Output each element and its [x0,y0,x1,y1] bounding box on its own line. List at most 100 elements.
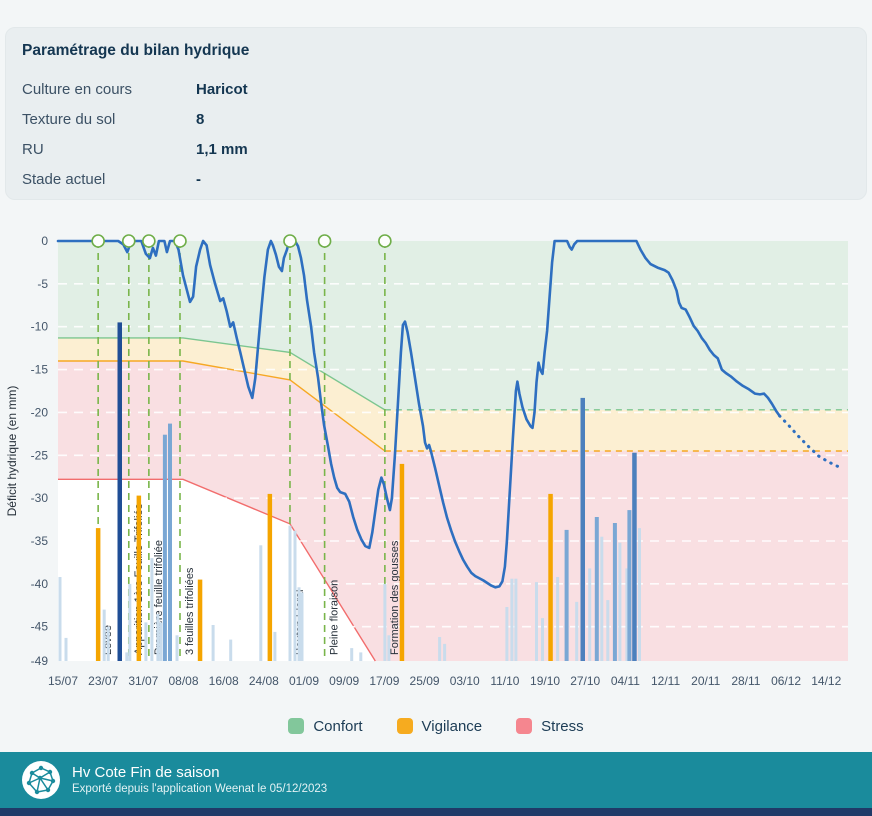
x-tick-label: 12/11 [651,674,680,688]
export-footer: Hv Cote Fin de saison Exporté depuis l'a… [0,752,872,808]
rain-bar [288,525,292,661]
legend-label: Vigilance [421,717,483,735]
rain-bar [267,493,273,661]
rain-bar [606,600,610,661]
rain-bar [95,528,101,661]
y-tick-label: -35 [31,534,49,548]
legend-label: Stress [541,717,584,735]
settings-panel: Paramétrage du bilan hydrique Culture en… [5,27,867,200]
panel-row-label: Stade actuel [22,170,106,188]
rain-bar [632,452,637,661]
stage-label: Formation des gousses [389,540,401,655]
panel-row: Stade actuel - [22,164,850,194]
y-axis-title: Déficit hydrique (en mm) [5,386,19,517]
rain-bar [627,510,632,661]
legend-swatch [516,718,533,734]
y-tick-label: -5 [37,277,48,291]
stage-circle-marker [121,234,136,248]
y-tick-label: -20 [31,405,49,419]
rain-bar [150,558,154,661]
x-tick-label: 28/11 [731,674,760,688]
panel-row-label: Culture en cours [22,80,133,98]
rain-bar [580,397,585,661]
rain-bar [548,493,553,661]
rain-bar [575,601,579,661]
rain-bar [588,568,592,661]
x-tick-label: 01/09 [289,674,319,688]
y-tick-label: -45 [31,620,49,634]
rain-bar [197,579,203,661]
y-tick-label: -25 [31,448,49,462]
x-tick-label: 25/09 [410,674,440,688]
panel-row: Culture en cours Haricot [22,74,850,104]
export-title: Hv Cote Fin de saison [72,764,220,781]
rain-bar [162,434,167,661]
x-tick-label: 14/12 [811,674,841,688]
deficit-forecast-line [778,414,843,470]
y-tick-label: -40 [31,577,49,591]
bottom-accent-bar [0,808,872,816]
rain-bar [350,648,354,661]
deficit-line [56,239,781,589]
stage-circle-marker [378,234,392,248]
rain-bar [399,463,405,661]
rain-bar [117,322,122,661]
panel-row: Texture du sol 8 [22,104,850,134]
rain-bar [300,592,304,661]
legend-swatch [288,718,305,734]
panel-row: RU 1,1 mm [22,134,850,164]
x-tick-label: 06/12 [771,674,801,688]
rain-bar [136,495,142,661]
x-tick-label: 31/07 [128,674,158,688]
rain-bar [128,583,132,661]
panel-rows: Culture en cours Haricot Texture du sol 8 RU… [22,74,850,194]
x-tick-label: 03/10 [450,674,480,688]
rain-bar [229,639,233,661]
rain-bar [359,652,363,661]
panel-row-value: 8 [196,110,205,128]
x-tick-label: 20/11 [691,674,720,688]
rain-bar [535,582,538,661]
panel-row-value: Haricot [196,80,248,98]
x-tick-label: 15/07 [48,674,78,688]
stage-circle-marker [283,234,297,248]
rain-bar [297,587,301,661]
rain-bar [156,613,160,661]
stage-label: 3 feuilles trifoliées [184,567,196,655]
x-tick-label: 19/10 [530,674,560,688]
y-tick-label: -30 [31,491,49,505]
water-balance-chart: LevéeApparition 1ère Feuille TrifoliéePr… [5,234,849,688]
panel-row-label: Texture du sol [22,110,116,128]
y-tick-label: 0 [41,234,48,248]
rain-bar [443,643,447,661]
rain-bar [625,568,629,661]
rain-bar [64,637,68,661]
y-tick-label: -49 [31,654,49,668]
rain-bar [102,609,106,661]
rain-bar [638,528,641,661]
panel-title: Paramétrage du bilan hydrique [22,42,250,59]
stage-markers: LevéeApparition 1ère Feuille TrifoliéePr… [97,241,401,661]
rain-bar [594,517,599,661]
x-tick-label: 16/08 [209,674,239,688]
rain-bar [556,577,560,661]
stage-circle-marker [317,234,332,248]
legend-swatch [396,718,413,734]
panel-row-label: RU [22,140,44,158]
rain-bar [564,529,569,661]
x-tick-label: 24/08 [249,674,279,688]
legend-item: Confort [288,717,363,735]
x-tick-label: 11/10 [490,674,519,688]
legend-label: Confort [313,717,363,735]
rain-bar [125,652,129,661]
rain-bar [211,625,215,661]
rain-bar [438,637,442,661]
x-tick-label: 17/09 [369,674,399,688]
rain-bar [383,583,387,661]
rain-bar [58,577,62,661]
rain-bar [612,523,617,661]
weenat-logo-icon [22,761,60,799]
rain-bar [600,536,604,661]
stage-label: Pleine floraison [329,580,341,655]
x-tick-label: 27/10 [570,674,600,688]
